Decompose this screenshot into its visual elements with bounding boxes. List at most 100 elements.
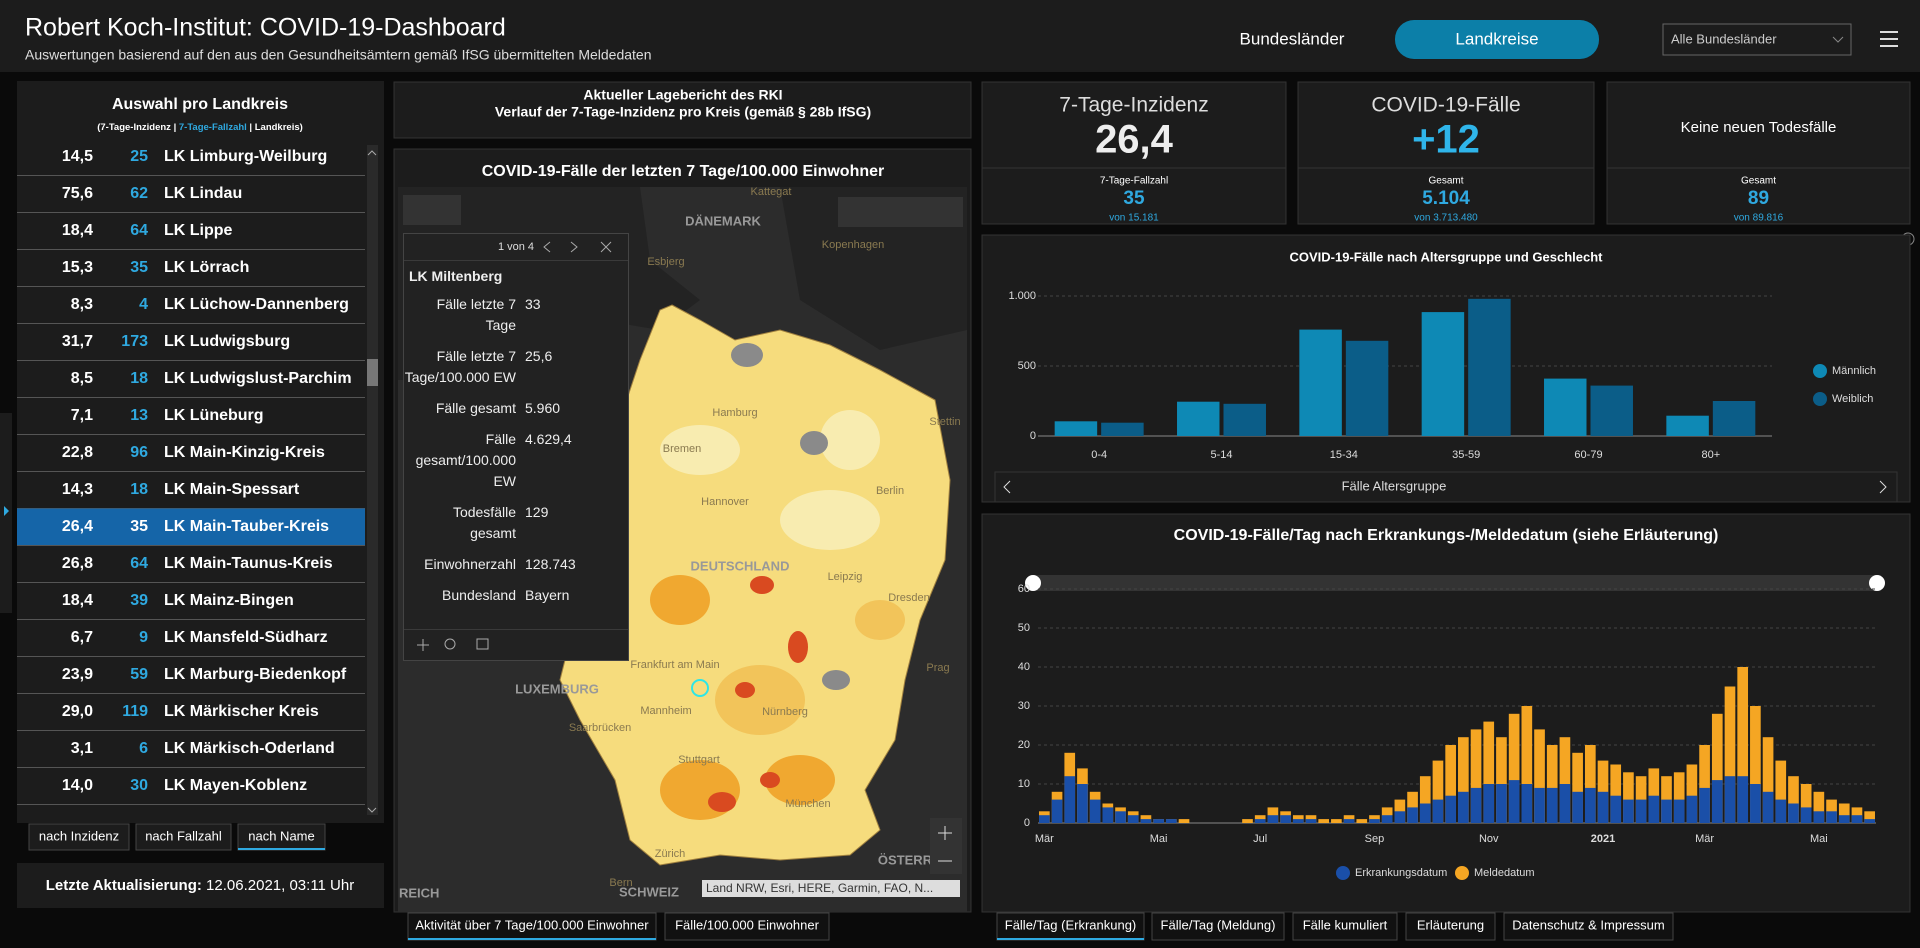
map-tab[interactable] [664, 912, 830, 941]
row-cases[interactable]: 9 [139, 629, 148, 646]
row-incidence[interactable]: 29,0 [62, 703, 93, 720]
sort-label[interactable]: nach Inzidenz [39, 828, 119, 843]
row-name[interactable]: LK Main-Taunus-Kreis [164, 555, 333, 572]
row-name[interactable]: LK Lüchow-Dannenberg [164, 296, 349, 313]
row-cases[interactable]: 173 [121, 333, 148, 350]
zoom-control[interactable] [930, 818, 962, 874]
row-cases[interactable]: 30 [130, 777, 148, 794]
row-cases[interactable]: 25 [130, 148, 148, 165]
bottom-tab-label[interactable]: Fälle kumuliert [1303, 917, 1388, 932]
map-tab-label[interactable]: Aktivität über 7 Tage/100.000 Einwohner [415, 917, 649, 932]
zoom-in[interactable] [938, 826, 952, 840]
sort-button[interactable] [237, 823, 326, 851]
x-tick-label: Mär [1695, 833, 1714, 845]
row-cases[interactable]: 6 [139, 740, 148, 757]
bottom-tab[interactable] [1292, 912, 1398, 941]
row-cases[interactable]: 13 [130, 407, 148, 424]
row-incidence[interactable]: 8,3 [71, 296, 93, 313]
row-incidence[interactable]: 14,3 [62, 481, 93, 498]
row-name[interactable]: LK Märkischer Kreis [164, 703, 319, 720]
map-tab-label[interactable]: Fälle/100.000 Einwohner [675, 917, 819, 932]
bottom-tab[interactable] [996, 912, 1145, 941]
row-name[interactable]: LK Lippe [164, 222, 233, 239]
nav-button-bg[interactable] [1395, 20, 1599, 59]
scroll-left[interactable] [1003, 480, 1011, 494]
row-cases[interactable]: 64 [130, 222, 148, 239]
map-label: DEUTSCHLAND [691, 558, 790, 573]
pan-icon[interactable] [417, 639, 429, 651]
sort-button[interactable] [135, 823, 232, 851]
row-incidence[interactable]: 7,1 [71, 407, 93, 424]
row-incidence[interactable]: 6,7 [71, 629, 93, 646]
row-incidence[interactable]: 14,5 [62, 148, 93, 165]
map-tools[interactable] [838, 197, 963, 227]
nav-button[interactable]: Landkreise [1455, 29, 1538, 48]
row-cases[interactable]: 96 [130, 444, 148, 461]
row-name[interactable]: LK Mansfeld-Südharz [164, 629, 328, 646]
row-cases[interactable]: 39 [130, 592, 148, 609]
nav-button[interactable]: Bundesländer [1240, 29, 1345, 48]
row-incidence[interactable]: 31,7 [62, 333, 93, 350]
map-toolbar[interactable] [403, 195, 461, 225]
next-icon[interactable] [570, 241, 578, 253]
row-name[interactable]: LK Main-Tauber-Kreis [164, 518, 329, 535]
scroll-right[interactable] [1879, 480, 1887, 494]
row-incidence[interactable]: 75,6 [62, 185, 93, 202]
row-incidence[interactable]: 8,5 [71, 370, 93, 387]
row-name[interactable]: LK Limburg-Weilburg [164, 148, 327, 165]
bottom-tab-label[interactable]: Erläuterung [1417, 917, 1484, 932]
row-incidence[interactable]: 18,4 [62, 222, 93, 239]
bottom-tab-label[interactable]: Datenschutz & Impressum [1512, 917, 1664, 932]
row-cases[interactable]: 64 [130, 555, 148, 572]
row-incidence[interactable]: 15,3 [62, 259, 93, 276]
row-incidence[interactable]: 23,9 [62, 666, 93, 683]
row-name[interactable]: LK Ludwigsburg [164, 333, 290, 350]
select-icon[interactable] [476, 638, 489, 650]
slider-handle[interactable] [1025, 575, 1041, 591]
slider-handle[interactable] [1869, 575, 1885, 591]
bottom-tab[interactable] [1405, 912, 1496, 941]
row-incidence[interactable]: 14,0 [62, 777, 93, 794]
row-cases[interactable]: 4 [139, 296, 148, 313]
row-incidence[interactable]: 26,4 [62, 518, 93, 535]
zoom-icon[interactable] [444, 638, 456, 650]
selected-row[interactable] [17, 508, 365, 546]
row-cases[interactable]: 35 [130, 259, 148, 276]
bar [1496, 784, 1507, 823]
row-incidence[interactable]: 26,8 [62, 555, 93, 572]
x-tick-label: 2021 [1591, 833, 1615, 845]
row-name[interactable]: LK Mainz-Bingen [164, 592, 294, 609]
y-tick-label: 1.000 [1008, 290, 1036, 302]
row-incidence[interactable]: 22,8 [62, 444, 93, 461]
bar [1140, 819, 1152, 823]
row-name[interactable]: LK Ludwigslust-Parchim [164, 370, 352, 387]
sort-label[interactable]: nach Fallzahl [145, 828, 222, 843]
row-incidence[interactable]: 18,4 [62, 592, 93, 609]
row-name[interactable]: LK Main-Kinzig-Kreis [164, 444, 325, 461]
row-name[interactable]: LK Marburg-Biedenkopf [164, 666, 347, 683]
row-cases[interactable]: 62 [130, 185, 148, 202]
row-incidence[interactable]: 3,1 [71, 740, 93, 757]
row-cases[interactable]: 59 [130, 666, 148, 683]
row-cases[interactable]: 119 [122, 703, 148, 720]
row-name[interactable]: LK Märkisch-Oderland [164, 740, 335, 757]
row-name[interactable]: LK Lüneburg [164, 407, 264, 424]
sort-button[interactable] [28, 823, 130, 851]
row-name[interactable]: LK Lörrach [164, 259, 249, 276]
dropdown[interactable] [1662, 23, 1852, 56]
bottom-tab-label[interactable]: Fälle/Tag (Meldung) [1161, 917, 1276, 932]
prev-icon[interactable] [543, 241, 551, 253]
row-cases[interactable]: 18 [130, 481, 148, 498]
row-name[interactable]: LK Main-Spessart [164, 481, 300, 498]
sort-label[interactable]: nach Name [248, 828, 314, 843]
bottom-tab-label[interactable]: Fälle/Tag (Erkrankung) [1005, 917, 1137, 932]
close-icon[interactable] [600, 241, 612, 253]
row-name[interactable]: LK Mayen-Koblenz [164, 777, 307, 794]
bottom-tab[interactable] [1151, 912, 1285, 941]
scroll-thumb[interactable] [367, 359, 378, 386]
map-tab[interactable] [407, 912, 657, 941]
row-cases[interactable]: 18 [130, 370, 148, 387]
row-name[interactable]: LK Lindau [164, 185, 242, 202]
row-cases[interactable]: 35 [130, 518, 148, 535]
bottom-tab[interactable] [1503, 912, 1674, 941]
